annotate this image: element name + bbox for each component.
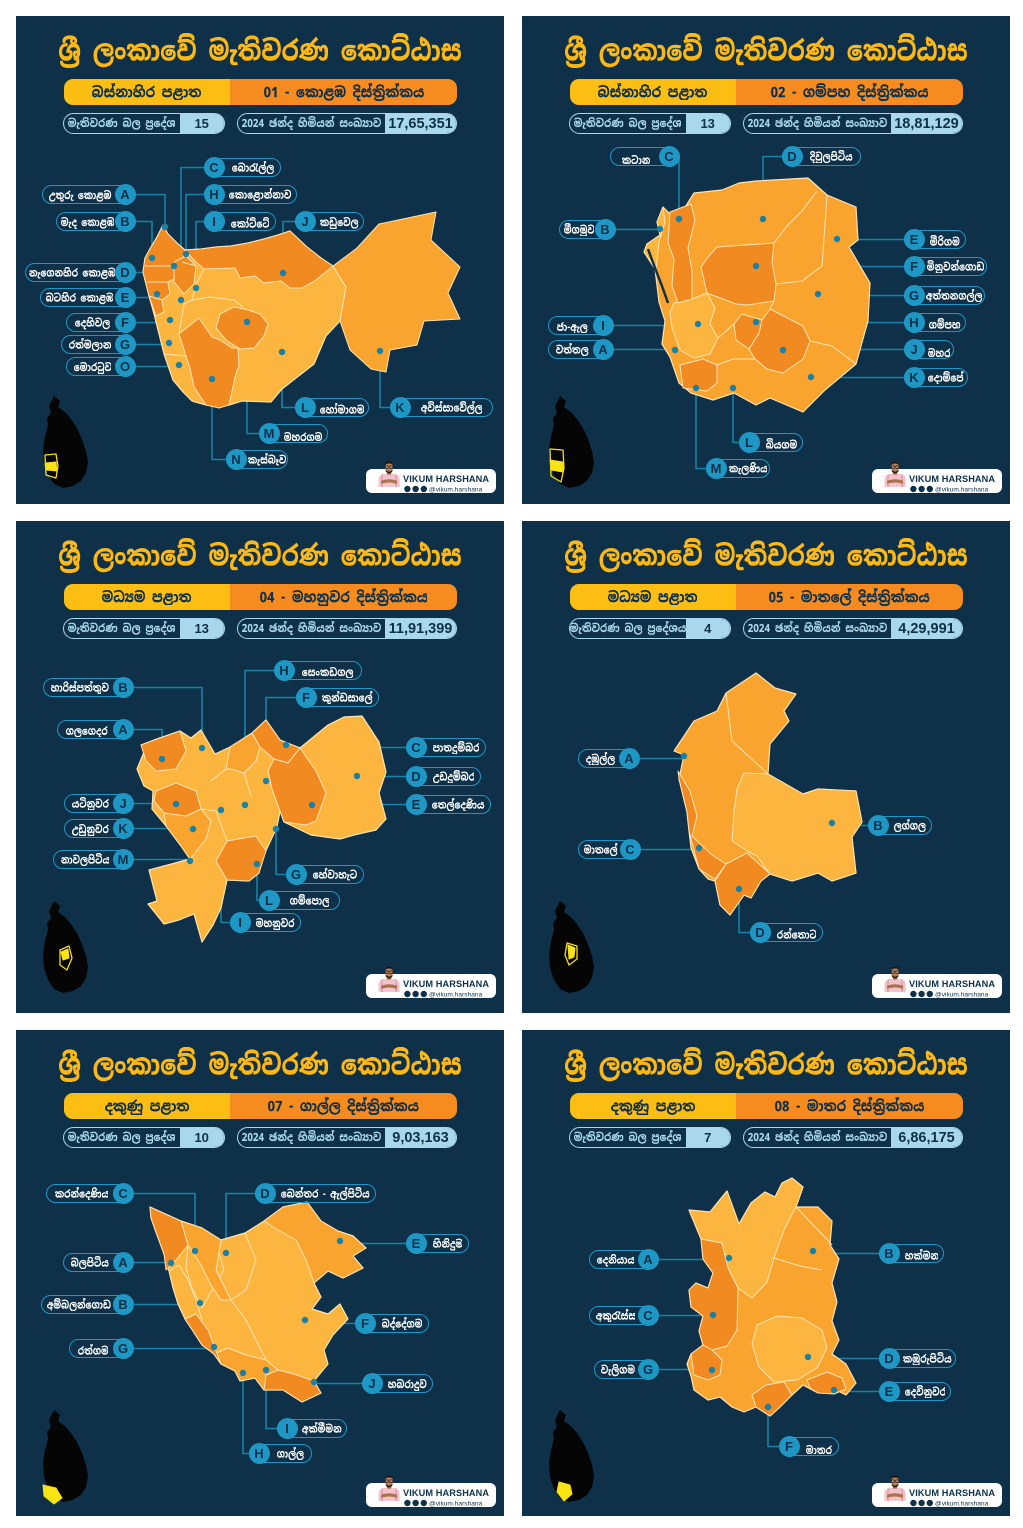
svg-text:@vikum.harshana: @vikum.harshana	[935, 1500, 989, 1507]
svg-text:@vikum.harshana: @vikum.harshana	[429, 991, 483, 998]
svg-text:@vikum.harshana: @vikum.harshana	[429, 1500, 483, 1507]
svg-text:@vikum.harshana: @vikum.harshana	[429, 486, 483, 493]
svg-text:@vikum.harshana: @vikum.harshana	[935, 486, 989, 493]
svg-text:@vikum.harshana: @vikum.harshana	[935, 991, 989, 998]
